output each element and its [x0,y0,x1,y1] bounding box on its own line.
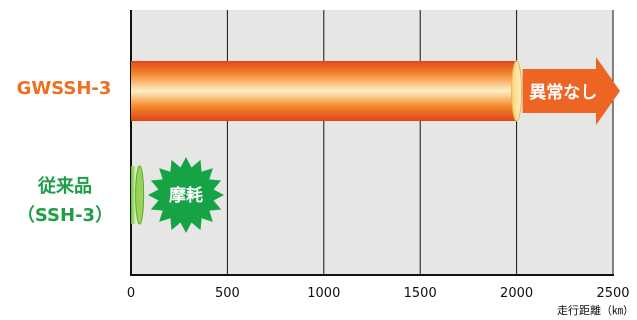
x-tick-label: 1000 [307,286,340,301]
category-label-gwssh: GWSSH-3 [16,78,112,99]
category-label-conventional-line1: 従来品 [38,176,92,197]
x-tick-label: 500 [215,286,240,301]
x-tick-label: 0 [127,286,135,301]
plot-background [131,10,613,275]
bar-conventional-endcap [135,165,145,225]
wear-label: 摩耗 [169,185,203,206]
x-tick-label: 1500 [404,286,437,301]
x-tick-label: 2500 [596,286,629,301]
no-abnormality-arrow [522,57,620,125]
x-tick-label: 2000 [500,286,533,301]
bar-gwssh [131,61,517,121]
category-label-conventional-line2: （SSH-3） [16,205,114,226]
bar-gwssh-endcap [511,60,523,122]
x-axis-title: 走行距離（㎞） [557,303,634,317]
no-abnormality-label: 異常なし [529,82,597,103]
category-label-conventional: 従来品 （SSH-3） [10,172,120,230]
wear-burst [148,157,224,233]
